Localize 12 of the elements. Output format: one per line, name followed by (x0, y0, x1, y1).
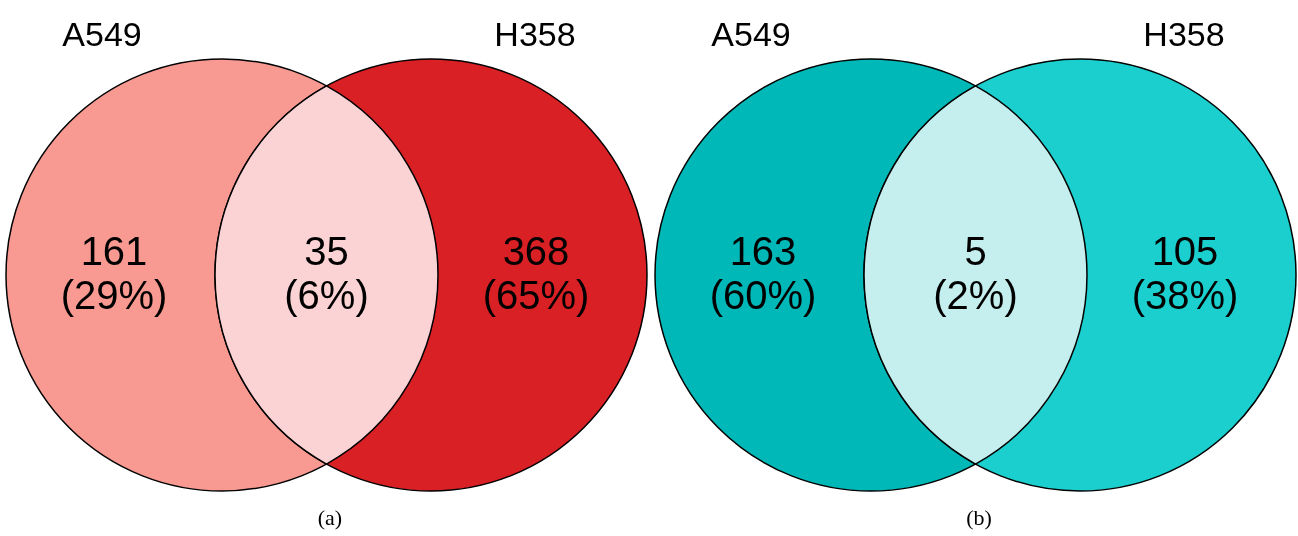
text: (a) (317, 505, 343, 530)
data-label: 105 (38%) (1131, 229, 1239, 317)
category-label: H358 (494, 15, 576, 53)
data-label: 161 (29%) (60, 229, 168, 317)
data-label: 368 (65%) (482, 229, 590, 317)
data-label: 163 (60%) (709, 229, 817, 317)
data-label: 35 (6%) (284, 229, 369, 317)
category-label: H358 (1143, 15, 1225, 53)
text: (b) (966, 505, 992, 530)
data-label: 5 (2%) (933, 229, 1018, 317)
category-label: A549 (62, 15, 142, 53)
category-label: A549 (711, 15, 791, 53)
